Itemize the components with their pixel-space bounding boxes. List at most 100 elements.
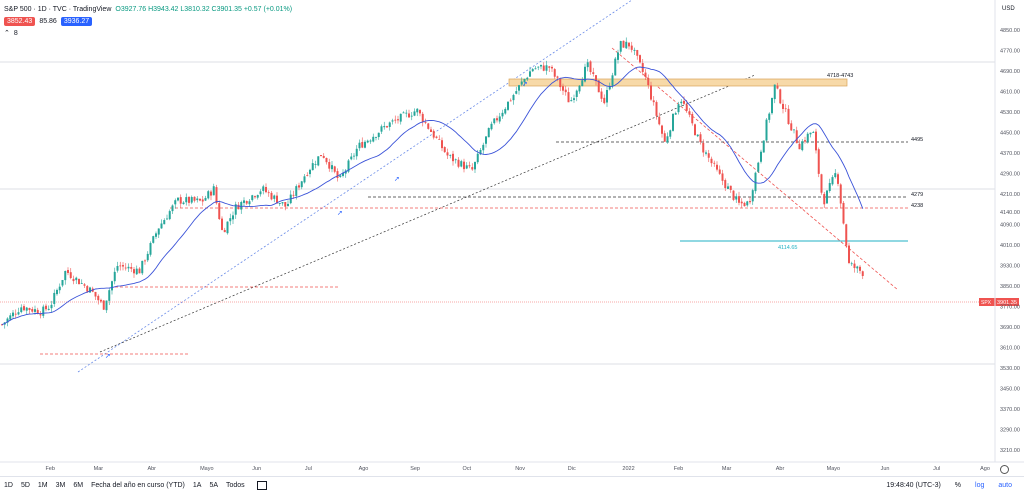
buy-badge[interactable]: 3936.27 (60, 17, 93, 26)
price-chart[interactable]: 4718-4743 4495 4279 4238 4114.65 ➚ ➚ ➚ ➚ SPX 3901… (0, 0, 1024, 476)
candle-body (765, 119, 768, 141)
tf-6m[interactable]: 6M (73, 482, 84, 489)
candle-body (685, 104, 688, 111)
candle-body (509, 100, 512, 102)
tf-3m[interactable]: 3M (55, 482, 66, 489)
candle-body (331, 165, 333, 170)
y-tick-label: 4090.00 (1000, 223, 1020, 229)
candle-body (336, 171, 339, 178)
candle-body (298, 185, 300, 188)
candle-body (163, 220, 166, 225)
candle-body (597, 80, 600, 93)
candle-body (603, 97, 606, 104)
ohlc-values: O3927.76 H3943.42 L3810.32 C3901.35 +0.5… (115, 6, 293, 13)
settings-gear-icon[interactable] (1000, 465, 1009, 474)
candle-body (460, 161, 463, 167)
candle-body (674, 113, 677, 115)
candle-body (793, 129, 795, 131)
candle-body (699, 134, 702, 143)
tf-5a[interactable]: 5A (209, 482, 218, 489)
candle-body (119, 265, 122, 267)
candle-body (366, 140, 369, 143)
tf-todos[interactable]: Todos (226, 482, 245, 489)
candle-body (817, 149, 820, 174)
symbol-title[interactable]: S&P 500 · 1D · TVC · TradingView (4, 6, 112, 13)
y-tick-label: 4140.00 (1000, 210, 1020, 216)
candle-body (487, 127, 490, 138)
x-tick-label: Feb (45, 466, 54, 472)
tf-1a[interactable]: 1A (192, 482, 202, 489)
candle-body (149, 243, 152, 255)
candle-body (848, 245, 850, 263)
candle-body (248, 201, 251, 205)
candle-body (779, 89, 782, 104)
candle-body (424, 122, 427, 123)
candle-body (468, 165, 471, 167)
candle-body (556, 76, 559, 78)
tf-ytd[interactable]: Fecha del año en curso (YTD) (91, 482, 185, 489)
candle-body (655, 102, 658, 116)
candle-body (828, 183, 831, 191)
candle-body (705, 152, 707, 154)
candle-body (529, 71, 531, 77)
x-tick-label: Mayo (827, 466, 840, 472)
candle-body (650, 85, 652, 100)
sell-badge[interactable]: 3852.43 (4, 17, 36, 26)
y-tick-label: 4450.00 (1000, 130, 1020, 136)
x-tick-label: Feb (674, 466, 683, 472)
candle-body (105, 300, 108, 311)
percent-toggle[interactable]: % (954, 482, 962, 489)
candle-body (25, 307, 28, 311)
y-tick-label: 4690.00 (1000, 69, 1020, 75)
candle-body (534, 68, 537, 70)
candle-body (661, 125, 663, 134)
candle-body (465, 165, 468, 169)
candle-body (754, 172, 757, 192)
candle-body (729, 185, 732, 190)
candle-body (14, 313, 17, 315)
tf-1d[interactable]: 1D (4, 482, 13, 489)
candle-body (573, 98, 575, 100)
y-tick-label: 4010.00 (1000, 243, 1020, 249)
candle-body (383, 126, 386, 128)
candle-body (281, 202, 284, 204)
candle-body (553, 69, 556, 77)
candle-body (837, 174, 839, 184)
candle-body (839, 184, 842, 204)
candle-body (314, 164, 317, 165)
candle-body (152, 236, 155, 243)
candle-body (223, 229, 226, 233)
level-label: 4114.65 (778, 245, 797, 251)
candle-body (45, 305, 47, 310)
candle-body (795, 130, 798, 144)
candle-body (663, 133, 666, 142)
candle-body (845, 224, 848, 246)
indicators-chevron-icon[interactable]: ⌃ (4, 30, 10, 37)
candle-body (155, 233, 157, 237)
candle-body (479, 150, 482, 155)
candle-body (402, 112, 405, 114)
candle-body (721, 173, 724, 181)
y-tick-label: 3530.00 (1000, 366, 1020, 372)
candle-body (369, 140, 372, 142)
candle-body (116, 266, 119, 271)
candle-body (812, 132, 815, 133)
drawings: 4718-4743 4495 4279 4238 4114.65 (0, 0, 995, 373)
candle-body (416, 108, 419, 113)
y-tick-label: 4530.00 (1000, 110, 1020, 116)
candle-body (496, 118, 498, 121)
candle-body (630, 45, 633, 50)
clock[interactable]: 19:48:40 (UTC-3) (886, 482, 941, 489)
y-tick-label: 3290.00 (1000, 428, 1020, 434)
candle-body (581, 80, 584, 87)
time-axis[interactable]: Feb Mar Abr Mayo Jun Jul Ago Sep Oct Nov Dic 2022 Fe… (45, 466, 989, 472)
price-axis[interactable]: 4850.00 4770.00 4690.00 4610.00 4530.00 4450.… (1000, 28, 1020, 454)
log-toggle[interactable]: log (975, 482, 985, 489)
auto-toggle[interactable]: auto (998, 482, 1012, 489)
tf-1m[interactable]: 1M (37, 482, 48, 489)
tf-5d[interactable]: 5D (20, 482, 30, 489)
goto-date-icon[interactable] (256, 481, 267, 490)
candle-body (358, 142, 361, 149)
candle-body (820, 174, 823, 193)
